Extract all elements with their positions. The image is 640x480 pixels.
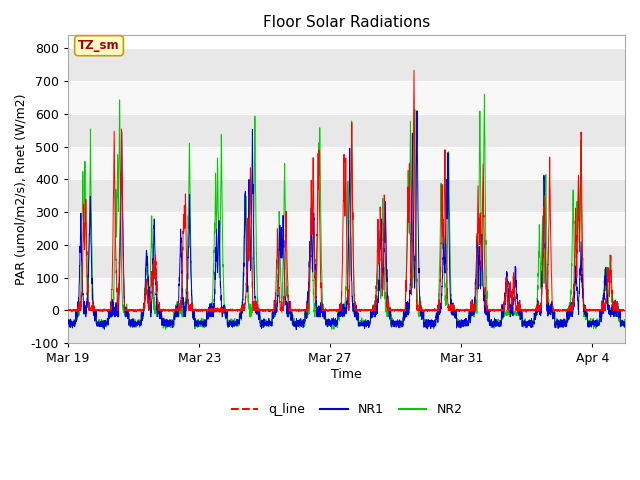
Bar — [68, 310, 625, 343]
Bar — [68, 180, 625, 212]
Legend: q_line, NR1, NR2: q_line, NR1, NR2 — [226, 398, 467, 421]
Bar — [68, 212, 625, 245]
X-axis label: Time: Time — [332, 368, 362, 381]
Bar — [68, 81, 625, 114]
Bar — [68, 277, 625, 310]
Bar — [68, 114, 625, 146]
Text: TZ_sm: TZ_sm — [78, 39, 120, 52]
Y-axis label: PAR (umol/m2/s), Rnet (W/m2): PAR (umol/m2/s), Rnet (W/m2) — [15, 94, 28, 285]
Title: Floor Solar Radiations: Floor Solar Radiations — [263, 15, 430, 30]
Bar — [68, 48, 625, 81]
Bar — [68, 146, 625, 180]
Bar — [68, 245, 625, 277]
